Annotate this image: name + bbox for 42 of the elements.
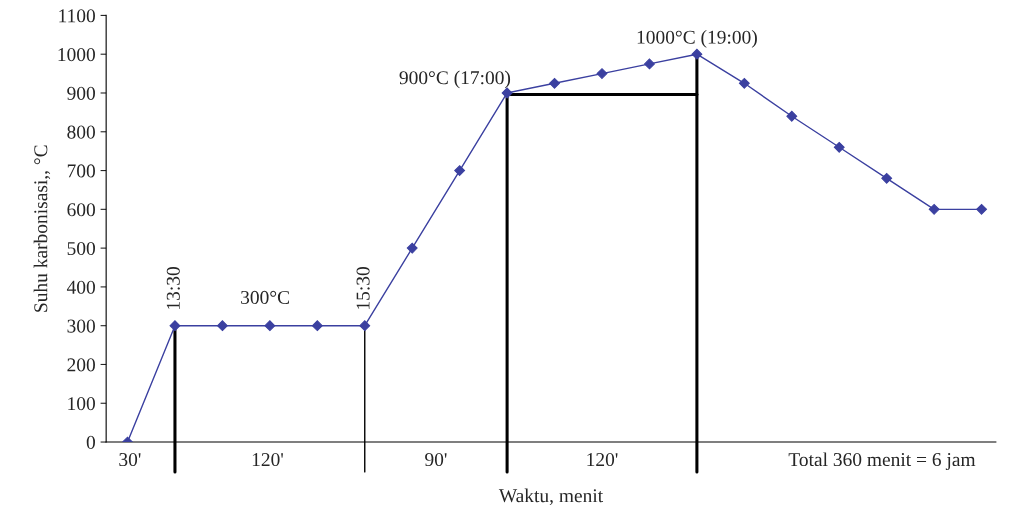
point	[216, 320, 228, 332]
y-tick-label: 100	[68, 397, 95, 411]
point	[549, 77, 560, 89]
y-tick-label: 800	[67, 125, 95, 139]
y-tick-label: 500	[67, 241, 95, 256]
annotation: 900°C (17:00)	[399, 70, 511, 89]
annotation: 15:30	[356, 267, 370, 309]
x-axis-title: Waktu, menit	[498, 488, 604, 506]
point	[644, 58, 655, 70]
point	[976, 203, 988, 215]
y-tick-label: 400	[66, 280, 95, 294]
point	[786, 110, 798, 122]
point	[454, 165, 466, 176]
point	[406, 242, 418, 254]
point	[311, 320, 323, 332]
y-tick-label: 1000	[58, 48, 95, 62]
text: 120'	[252, 452, 283, 467]
point	[596, 68, 608, 80]
text: 90'	[425, 452, 447, 467]
point	[501, 87, 513, 99]
y-tick-label: 0	[86, 435, 95, 449]
point	[738, 77, 750, 89]
y-tick-label: 200	[67, 358, 95, 372]
point	[833, 141, 845, 153]
text: Total 360 menit = 6 jam	[788, 452, 976, 471]
y-axis-title: Suhu karbonisasi,, °C	[33, 145, 51, 312]
point	[928, 203, 940, 215]
annotation: 300°C	[241, 290, 289, 304]
text: 30'	[119, 452, 141, 467]
y-tick-label: 600	[67, 203, 95, 217]
y-tick-label: 900	[67, 86, 95, 100]
annotation: 1000°C (19:00)	[637, 30, 757, 48]
annotation: 13:30	[166, 267, 180, 309]
y-tick-label: 700	[67, 164, 95, 178]
y-tick-label: 300	[67, 319, 95, 333]
point	[881, 172, 893, 184]
y-tick-label: 1100	[59, 9, 95, 23]
point	[169, 320, 181, 332]
point	[264, 320, 276, 332]
point	[691, 48, 703, 60]
text: 120'	[587, 452, 618, 467]
point	[359, 320, 371, 332]
